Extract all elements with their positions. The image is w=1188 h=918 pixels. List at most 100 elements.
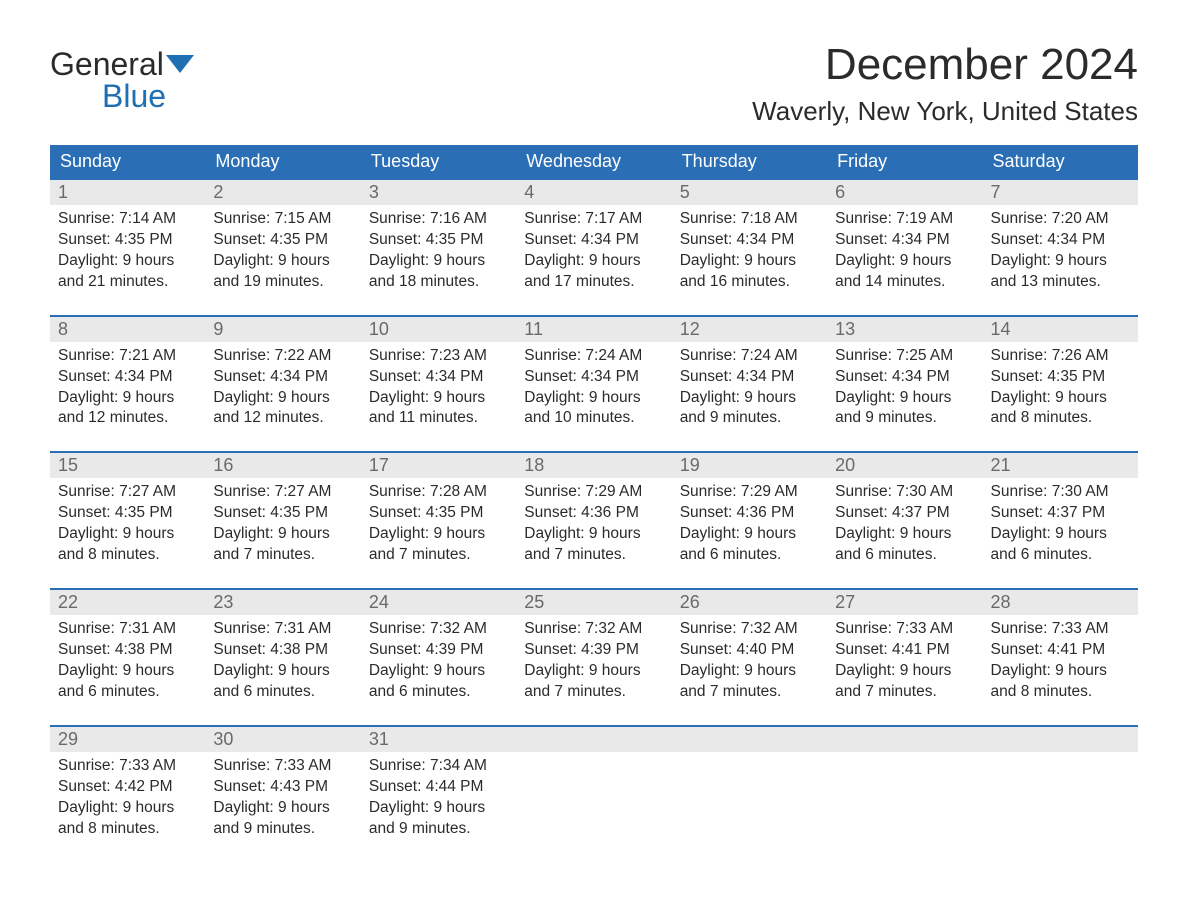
daylight-line: Daylight: 9 hours and 7 minutes. [524,524,663,566]
sunset-line: Sunset: 4:35 PM [991,367,1130,388]
sunset-line: Sunset: 4:34 PM [524,230,663,251]
day-body: Sunrise: 7:31 AMSunset: 4:38 PMDaylight:… [205,615,360,703]
dow-cell: Friday [827,145,982,178]
sunrise-line: Sunrise: 7:14 AM [58,209,197,230]
day-body: Sunrise: 7:24 AMSunset: 4:34 PMDaylight:… [672,342,827,430]
sunset-line: Sunset: 4:40 PM [680,640,819,661]
sunrise-line: Sunrise: 7:17 AM [524,209,663,230]
header: General Blue December 2024 Waverly, New … [50,40,1138,127]
calendar-day: 19Sunrise: 7:29 AMSunset: 4:36 PMDayligh… [672,453,827,574]
day-body: Sunrise: 7:32 AMSunset: 4:40 PMDaylight:… [672,615,827,703]
day-number: 13 [827,317,982,342]
day-number: 21 [983,453,1138,478]
sunset-line: Sunset: 4:39 PM [524,640,663,661]
day-body: Sunrise: 7:33 AMSunset: 4:41 PMDaylight:… [827,615,982,703]
calendar-week: 1Sunrise: 7:14 AMSunset: 4:35 PMDaylight… [50,178,1138,301]
daylight-line: Daylight: 9 hours and 6 minutes. [369,661,508,703]
day-body: Sunrise: 7:20 AMSunset: 4:34 PMDaylight:… [983,205,1138,293]
sunrise-line: Sunrise: 7:30 AM [835,482,974,503]
day-body: Sunrise: 7:26 AMSunset: 4:35 PMDaylight:… [983,342,1138,430]
sunset-line: Sunset: 4:36 PM [524,503,663,524]
day-number: 10 [361,317,516,342]
sunset-line: Sunset: 4:34 PM [680,230,819,251]
day-number: 4 [516,180,671,205]
day-number: 3 [361,180,516,205]
sunset-line: Sunset: 4:36 PM [680,503,819,524]
calendar-day: 5Sunrise: 7:18 AMSunset: 4:34 PMDaylight… [672,180,827,301]
sunrise-line: Sunrise: 7:29 AM [680,482,819,503]
sunrise-line: Sunrise: 7:31 AM [213,619,352,640]
calendar-day: 12Sunrise: 7:24 AMSunset: 4:34 PMDayligh… [672,317,827,438]
calendar-day [827,727,982,848]
calendar-day: 17Sunrise: 7:28 AMSunset: 4:35 PMDayligh… [361,453,516,574]
daylight-line: Daylight: 9 hours and 6 minutes. [991,524,1130,566]
day-body: Sunrise: 7:29 AMSunset: 4:36 PMDaylight:… [672,478,827,566]
daylight-line: Daylight: 9 hours and 8 minutes. [58,798,197,840]
calendar-day: 27Sunrise: 7:33 AMSunset: 4:41 PMDayligh… [827,590,982,711]
daylight-line: Daylight: 9 hours and 12 minutes. [58,388,197,430]
dow-cell: Sunday [50,145,205,178]
day-number [672,727,827,752]
day-number: 8 [50,317,205,342]
sunset-line: Sunset: 4:35 PM [369,503,508,524]
day-number: 20 [827,453,982,478]
day-number: 23 [205,590,360,615]
daylight-line: Daylight: 9 hours and 9 minutes. [835,388,974,430]
day-body: Sunrise: 7:33 AMSunset: 4:43 PMDaylight:… [205,752,360,840]
day-number: 29 [50,727,205,752]
sunrise-line: Sunrise: 7:33 AM [58,756,197,777]
calendar-day: 8Sunrise: 7:21 AMSunset: 4:34 PMDaylight… [50,317,205,438]
calendar-day: 7Sunrise: 7:20 AMSunset: 4:34 PMDaylight… [983,180,1138,301]
calendar-day [983,727,1138,848]
day-body: Sunrise: 7:17 AMSunset: 4:34 PMDaylight:… [516,205,671,293]
calendar-day: 23Sunrise: 7:31 AMSunset: 4:38 PMDayligh… [205,590,360,711]
day-number: 17 [361,453,516,478]
dow-cell: Saturday [983,145,1138,178]
calendar-week: 15Sunrise: 7:27 AMSunset: 4:35 PMDayligh… [50,451,1138,574]
day-number: 5 [672,180,827,205]
sunset-line: Sunset: 4:35 PM [213,230,352,251]
day-body: Sunrise: 7:27 AMSunset: 4:35 PMDaylight:… [205,478,360,566]
calendar-weeks: 1Sunrise: 7:14 AMSunset: 4:35 PMDaylight… [50,178,1138,847]
day-number: 1 [50,180,205,205]
day-number: 6 [827,180,982,205]
sunrise-line: Sunrise: 7:22 AM [213,346,352,367]
sunset-line: Sunset: 4:42 PM [58,777,197,798]
sunrise-line: Sunrise: 7:30 AM [991,482,1130,503]
sunset-line: Sunset: 4:34 PM [680,367,819,388]
day-body: Sunrise: 7:33 AMSunset: 4:41 PMDaylight:… [983,615,1138,703]
daylight-line: Daylight: 9 hours and 7 minutes. [680,661,819,703]
day-body: Sunrise: 7:29 AMSunset: 4:36 PMDaylight:… [516,478,671,566]
dow-cell: Thursday [672,145,827,178]
day-body: Sunrise: 7:16 AMSunset: 4:35 PMDaylight:… [361,205,516,293]
day-body: Sunrise: 7:18 AMSunset: 4:34 PMDaylight:… [672,205,827,293]
sunrise-line: Sunrise: 7:28 AM [369,482,508,503]
sunrise-line: Sunrise: 7:29 AM [524,482,663,503]
calendar-week: 8Sunrise: 7:21 AMSunset: 4:34 PMDaylight… [50,315,1138,438]
sunset-line: Sunset: 4:35 PM [369,230,508,251]
calendar-day: 31Sunrise: 7:34 AMSunset: 4:44 PMDayligh… [361,727,516,848]
day-body: Sunrise: 7:34 AMSunset: 4:44 PMDaylight:… [361,752,516,840]
daylight-line: Daylight: 9 hours and 6 minutes. [58,661,197,703]
dow-cell: Wednesday [516,145,671,178]
calendar-day: 6Sunrise: 7:19 AMSunset: 4:34 PMDaylight… [827,180,982,301]
sunset-line: Sunset: 4:34 PM [524,367,663,388]
sunset-line: Sunset: 4:34 PM [369,367,508,388]
logo: General Blue [50,48,196,112]
day-number: 9 [205,317,360,342]
sunset-line: Sunset: 4:39 PM [369,640,508,661]
sunrise-line: Sunrise: 7:34 AM [369,756,508,777]
logo-word-2: Blue [102,78,166,114]
calendar-day: 3Sunrise: 7:16 AMSunset: 4:35 PMDaylight… [361,180,516,301]
day-body: Sunrise: 7:23 AMSunset: 4:34 PMDaylight:… [361,342,516,430]
day-number: 19 [672,453,827,478]
day-number: 11 [516,317,671,342]
calendar-day: 11Sunrise: 7:24 AMSunset: 4:34 PMDayligh… [516,317,671,438]
day-body: Sunrise: 7:33 AMSunset: 4:42 PMDaylight:… [50,752,205,840]
daylight-line: Daylight: 9 hours and 8 minutes. [991,661,1130,703]
day-number: 26 [672,590,827,615]
daylight-line: Daylight: 9 hours and 18 minutes. [369,251,508,293]
sunrise-line: Sunrise: 7:32 AM [369,619,508,640]
calendar-day: 16Sunrise: 7:27 AMSunset: 4:35 PMDayligh… [205,453,360,574]
sunrise-line: Sunrise: 7:33 AM [213,756,352,777]
